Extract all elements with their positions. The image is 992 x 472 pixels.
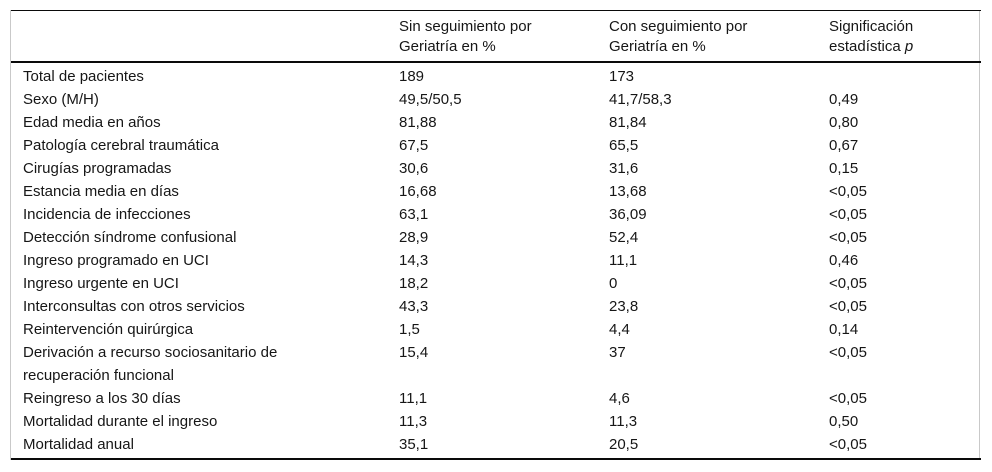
value-p: <0,05 xyxy=(829,275,867,292)
row-label: Incidencia de infecciones xyxy=(23,206,191,223)
header-line: estadística p xyxy=(829,37,981,57)
row-label: Edad media en años xyxy=(23,114,161,131)
value-sin: 43,3 xyxy=(399,298,429,315)
table-row: Total de pacientes 189 173 xyxy=(11,62,981,88)
value-p: 0,14 xyxy=(829,321,859,338)
table-row: Sexo (M/H) 49,5/50,5 41,7/58,3 0,49 xyxy=(11,88,981,111)
header-line: Geriatría en % xyxy=(609,38,706,55)
value-p: 0,80 xyxy=(829,114,859,131)
value-p: 0,15 xyxy=(829,160,859,177)
value-con: 65,5 xyxy=(609,137,639,154)
value-p: 0,46 xyxy=(829,252,859,269)
header-empty-cell xyxy=(11,10,399,63)
table-row: Ingreso programado en UCI 14,3 11,1 0,46 xyxy=(11,249,981,272)
row-label: Estancia media en días xyxy=(23,183,179,200)
value-con: 41,7/58,3 xyxy=(609,91,672,108)
row-label: Patología cerebral traumática xyxy=(23,137,219,154)
value-sin: 30,6 xyxy=(399,160,429,177)
row-label: Sexo (M/H) xyxy=(23,91,99,108)
value-con: 23,8 xyxy=(609,298,639,315)
value-p: <0,05 xyxy=(829,436,867,453)
row-label: Interconsultas con otros servicios xyxy=(23,298,245,315)
row-label: Mortalidad durante el ingreso xyxy=(23,413,218,430)
table-row: Reingreso a los 30 días 11,1 4,6 <0,05 xyxy=(11,387,981,410)
row-label: Ingreso programado en UCI xyxy=(23,252,209,269)
value-sin: 49,5/50,5 xyxy=(399,91,462,108)
table-row: Estancia media en días 16,68 13,68 <0,05 xyxy=(11,180,981,203)
value-p: 0,67 xyxy=(829,137,859,154)
table-row: Interconsultas con otros servicios 43,3 … xyxy=(11,295,981,318)
table-row: Detección síndrome confusional 28,9 52,4… xyxy=(11,226,981,249)
value-sin: 15,4 xyxy=(399,344,429,361)
value-sin: 11,3 xyxy=(399,413,428,430)
value-sin: 189 xyxy=(399,68,425,85)
table-row: Ingreso urgente en UCI 18,2 0 <0,05 xyxy=(11,272,981,295)
value-con: 4,4 xyxy=(609,321,630,338)
value-p: <0,05 xyxy=(829,390,867,407)
table-row: Edad media en años 81,88 81,84 0,80 xyxy=(11,111,981,134)
value-sin: 1,5 xyxy=(399,321,420,338)
value-p: <0,05 xyxy=(829,206,867,223)
value-sin: 81,88 xyxy=(399,114,437,131)
table-row: Derivación a recurso sociosanitario de r… xyxy=(11,341,981,387)
value-p: 0,49 xyxy=(829,91,859,108)
comparison-table: Sin seguimiento por Geriatría en % Con s… xyxy=(10,10,981,460)
header-significacion: Significación estadística p xyxy=(829,10,981,63)
table-row: Reintervención quirúrgica 1,5 4,4 0,14 xyxy=(11,318,981,341)
header-con-seguimiento: Con seguimiento por Geriatría en % xyxy=(609,10,829,63)
table-row: Patología cerebral traumática 67,5 65,5 … xyxy=(11,134,981,157)
row-label: Ingreso urgente en UCI xyxy=(23,275,179,292)
value-con: 52,4 xyxy=(609,229,639,246)
geriatria-outcomes-table: Sin seguimiento por Geriatría en % Con s… xyxy=(11,10,981,460)
value-p: <0,05 xyxy=(829,183,867,200)
value-sin: 11,1 xyxy=(399,390,428,407)
value-sin: 67,5 xyxy=(399,137,429,154)
value-con: 11,3 xyxy=(609,413,638,430)
value-con: 13,68 xyxy=(609,183,647,200)
header-line: Significación xyxy=(829,18,914,35)
header-row: Sin seguimiento por Geriatría en % Con s… xyxy=(11,10,981,63)
value-p: 0,50 xyxy=(829,413,859,430)
header-line: Geriatría en % xyxy=(399,38,496,55)
row-label: Mortalidad anual xyxy=(23,436,134,453)
header-line: Sin seguimiento por xyxy=(399,18,532,35)
row-label: Cirugías programadas xyxy=(23,160,172,177)
value-sin: 16,68 xyxy=(399,183,437,200)
value-con: 37 xyxy=(609,344,626,361)
value-sin: 14,3 xyxy=(399,252,429,269)
p-symbol: p xyxy=(904,38,914,55)
value-sin: 63,1 xyxy=(399,206,429,223)
value-con: 31,6 xyxy=(609,160,639,177)
value-con: 0 xyxy=(609,275,618,292)
table-body: Total de pacientes 189 173 Sexo (M/H) 49… xyxy=(11,62,981,459)
row-label: Derivación a recurso sociosanitario de r… xyxy=(23,344,278,384)
row-label: Reingreso a los 30 días xyxy=(23,390,181,407)
table-header: Sin seguimiento por Geriatría en % Con s… xyxy=(11,10,981,63)
row-label: Total de pacientes xyxy=(23,68,144,85)
table-row: Mortalidad durante el ingreso 11,3 11,3 … xyxy=(11,410,981,433)
row-label: Detección síndrome confusional xyxy=(23,229,237,246)
table-row: Mortalidad anual 35,1 20,5 <0,05 xyxy=(11,433,981,459)
table-row: Incidencia de infecciones 63,1 36,09 <0,… xyxy=(11,203,981,226)
value-con: 4,6 xyxy=(609,390,630,407)
header-line-text: estadística xyxy=(829,38,901,55)
header-line: Con seguimiento por xyxy=(609,18,748,35)
value-con: 20,5 xyxy=(609,436,639,453)
value-sin: 35,1 xyxy=(399,436,429,453)
row-label: Reintervención quirúrgica xyxy=(23,321,194,338)
value-con: 36,09 xyxy=(609,206,647,223)
value-con: 81,84 xyxy=(609,114,647,131)
value-p: <0,05 xyxy=(829,298,867,315)
value-con: 11,1 xyxy=(609,252,638,269)
value-sin: 18,2 xyxy=(399,275,429,292)
header-sin-seguimiento: Sin seguimiento por Geriatría en % xyxy=(399,10,609,63)
value-sin: 28,9 xyxy=(399,229,429,246)
value-con: 173 xyxy=(609,68,635,85)
table-row: Cirugías programadas 30,6 31,6 0,15 xyxy=(11,157,981,180)
value-p xyxy=(829,62,981,88)
value-p: <0,05 xyxy=(829,229,867,246)
value-p: <0,05 xyxy=(829,344,867,361)
